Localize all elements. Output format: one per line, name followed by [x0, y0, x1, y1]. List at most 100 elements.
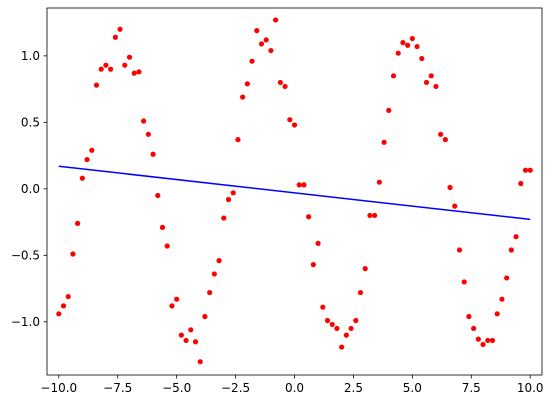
- data-point: [136, 69, 142, 75]
- data-point: [211, 271, 217, 277]
- data-point: [216, 258, 222, 264]
- data-point: [480, 341, 486, 348]
- x-tick-label: 5.0: [403, 381, 422, 395]
- data-point: [461, 279, 467, 285]
- x-tick-label: 7.5: [462, 381, 481, 395]
- data-point: [362, 266, 368, 272]
- data-point: [442, 137, 448, 143]
- y-tick-label: 0.5: [21, 115, 40, 129]
- data-point: [174, 296, 180, 302]
- regression-line: [58, 165, 531, 221]
- data-point: [240, 94, 246, 100]
- data-point: [126, 54, 133, 60]
- x-tick-label: 2.5: [344, 381, 363, 395]
- x-tick-label: 0.0: [285, 381, 304, 395]
- x-tick-label: −2.5: [221, 381, 250, 395]
- plot-frame: [46, 7, 543, 376]
- data-point: [122, 62, 128, 68]
- data-point: [141, 118, 147, 124]
- data-point: [79, 175, 85, 181]
- data-point: [164, 243, 170, 249]
- data-point: [188, 327, 194, 333]
- data-point: [357, 289, 364, 296]
- data-point: [291, 122, 298, 128]
- data-point: [471, 325, 477, 332]
- data-point: [131, 70, 137, 76]
- data-point: [230, 190, 236, 196]
- data-point: [244, 81, 250, 87]
- data-point: [296, 182, 302, 188]
- data-point: [273, 17, 279, 23]
- data-point: [159, 224, 166, 230]
- data-point: [504, 275, 510, 281]
- data-point: [348, 325, 354, 332]
- y-tick-label: −1.0: [11, 315, 40, 329]
- data-point: [324, 317, 331, 324]
- y-tick-label: 0.0: [21, 182, 40, 196]
- data-point: [339, 344, 345, 350]
- data-point: [282, 83, 288, 90]
- data-point: [277, 79, 283, 86]
- data-point: [263, 37, 269, 43]
- data-point: [103, 62, 109, 68]
- data-point: [475, 336, 481, 342]
- x-tick-label: −10.0: [40, 381, 77, 395]
- data-point: [527, 167, 533, 173]
- data-point: [287, 117, 293, 123]
- data-point: [489, 337, 496, 344]
- data-point: [419, 55, 425, 62]
- data-point: [207, 289, 213, 296]
- data-point: [522, 167, 529, 173]
- data-point: [145, 131, 151, 137]
- data-point: [320, 304, 326, 310]
- plot-marks: [56, 17, 533, 365]
- y-tick-label: 1.0: [21, 49, 40, 63]
- data-point: [310, 262, 316, 268]
- data-point: [452, 203, 458, 209]
- data-point: [108, 66, 114, 72]
- data-point: [98, 66, 104, 72]
- data-point: [254, 28, 260, 34]
- data-point: [499, 296, 505, 302]
- data-point: [390, 73, 397, 79]
- data-point: [84, 156, 90, 163]
- y-tick-label: −0.5: [11, 248, 40, 262]
- data-point: [93, 82, 100, 88]
- data-point: [268, 47, 274, 54]
- data-point: [386, 107, 392, 113]
- data-point: [447, 184, 453, 191]
- data-point: [405, 42, 411, 48]
- data-point: [508, 247, 514, 253]
- data-point: [353, 317, 359, 324]
- data-point: [315, 240, 321, 246]
- data-point: [89, 147, 95, 153]
- data-point: [485, 337, 491, 344]
- data-point: [381, 139, 387, 145]
- data-point: [117, 26, 123, 32]
- data-point: [178, 332, 184, 338]
- data-point: [329, 321, 335, 328]
- data-point: [400, 39, 406, 46]
- data-point: [221, 215, 227, 221]
- data-point: [183, 337, 189, 344]
- data-point: [334, 325, 340, 332]
- data-point: [306, 214, 312, 220]
- data-point: [112, 34, 118, 40]
- data-point: [155, 192, 161, 199]
- data-point: [372, 212, 378, 219]
- data-point: [518, 180, 524, 187]
- data-point: [235, 137, 241, 143]
- data-point: [433, 83, 439, 90]
- data-point: [301, 182, 307, 188]
- data-point: [150, 151, 156, 157]
- data-point: [376, 179, 382, 185]
- data-point: [466, 313, 472, 320]
- data-point: [438, 131, 444, 137]
- data-point: [367, 212, 373, 219]
- data-point: [428, 73, 434, 79]
- data-point: [258, 41, 265, 47]
- data-point: [409, 35, 415, 42]
- data-point: [395, 50, 401, 56]
- data-point: [192, 339, 199, 345]
